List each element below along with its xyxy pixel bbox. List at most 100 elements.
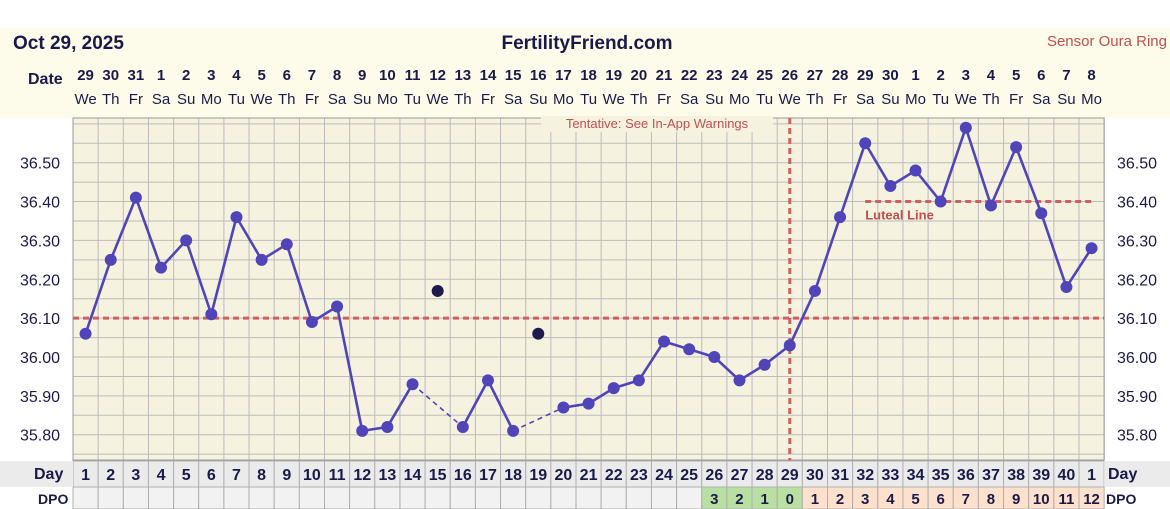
y-tick-label: 36.30	[20, 233, 60, 250]
day-cell	[97, 460, 124, 488]
cycle-day-label: 7	[232, 467, 241, 484]
temperature-point	[255, 253, 268, 266]
cycle-day-label: 12	[353, 467, 371, 484]
temperature-segment	[512, 406, 564, 432]
day-cell	[449, 460, 476, 488]
cycle-day-label: 40	[1058, 467, 1076, 484]
temperature-segment	[838, 142, 867, 218]
date-label: 12	[429, 67, 446, 84]
cycle-day-label: 29	[781, 467, 799, 484]
day-cell	[600, 460, 627, 488]
date-label: 29	[77, 67, 94, 84]
date-row-label: Date	[28, 71, 63, 88]
dpo-cell	[500, 486, 527, 509]
weekday-label: Fr	[129, 91, 143, 108]
day-cell	[399, 460, 426, 488]
temperature-segment	[989, 146, 1018, 206]
day-cell	[198, 460, 225, 488]
dpo-label: 7	[962, 491, 970, 508]
temperature-point	[934, 195, 947, 208]
date-label: 11	[405, 67, 421, 84]
temperature-segment	[235, 216, 263, 261]
weekday-label: Sa	[328, 91, 347, 108]
dpo-label: 0	[786, 491, 794, 508]
date-label: 22	[681, 67, 698, 84]
dpo-label: 3	[710, 491, 718, 508]
header-background	[0, 28, 1170, 118]
temperature-segment	[486, 379, 515, 432]
y-axis-left: 36.50 36.40 36.30 36.20 36.10 36.00 35.90 35.80	[20, 156, 60, 445]
temperature-segment	[1065, 247, 1093, 288]
cycle-day-label: 27	[731, 467, 749, 484]
weekday-label: Mo	[201, 91, 222, 108]
dpo-cell	[575, 486, 602, 509]
dpo-cell	[474, 486, 502, 509]
temperature-point	[129, 191, 142, 204]
date-label: 21	[656, 67, 673, 84]
cycle-day-label: 34	[907, 467, 925, 484]
day-cell	[147, 460, 175, 488]
date-label: 9	[358, 67, 366, 84]
y-tick-label-right: 36.40	[1117, 195, 1157, 212]
dpo-label: 2	[735, 491, 743, 508]
dpo-cell	[625, 486, 652, 509]
excluded-point	[431, 284, 444, 297]
date-row: 29 30 31 1 2 3 4 5 6 7 8 9 10 11 12 13 14 15 16 17 18 19 20 21 2…	[77, 67, 1096, 84]
date-label: 7	[1062, 67, 1070, 84]
dpo-row-label: DPO	[38, 491, 68, 507]
date-label: 4	[232, 67, 241, 84]
date-label: 6	[1037, 67, 1045, 84]
y-tick-label: 35.90	[20, 389, 60, 406]
temperature-point	[708, 351, 721, 364]
temperature-point	[683, 343, 696, 356]
weekday-label: Mo	[553, 91, 574, 108]
date-label: 5	[1012, 67, 1020, 84]
day-cell	[298, 460, 326, 488]
temperature-point	[758, 358, 771, 371]
tentative-warning: Tentative: See In-App Warnings	[566, 116, 749, 131]
weekday-label: Su	[881, 91, 899, 108]
weekday-label: Sa	[504, 91, 523, 108]
cycle-day-label: 5	[182, 467, 191, 484]
cycle-day-label: 39	[1032, 467, 1050, 484]
weekday-label: Tu	[932, 91, 949, 108]
temperature-segment	[964, 127, 993, 206]
cycle-day-label: 30	[806, 467, 824, 484]
date-label: 13	[454, 67, 471, 84]
temperature-point	[507, 424, 520, 437]
y-tick-label: 36.50	[20, 156, 60, 173]
temperature-point	[104, 253, 117, 266]
date-label: 25	[756, 67, 773, 84]
date-label: 26	[781, 67, 798, 84]
dpo-cell	[298, 486, 326, 509]
weekday-label: We	[955, 91, 977, 108]
dpo-cell	[248, 486, 275, 509]
sensor-label: Sensor Oura Ring	[1047, 33, 1167, 50]
dpo-label: 1	[811, 491, 819, 508]
temperature-point	[959, 121, 972, 134]
date-label: 5	[257, 67, 265, 84]
temperature-segment	[788, 290, 817, 346]
y-tick-label: 36.00	[20, 350, 60, 367]
temperature-point	[984, 199, 997, 212]
temperature-point	[1035, 207, 1048, 220]
y-tick-label-right: 36.00	[1117, 350, 1157, 367]
cycle-day-label: 17	[479, 467, 497, 484]
cycle-day-label: 11	[329, 467, 346, 484]
dpo-cell	[147, 486, 175, 509]
temperature-point	[155, 261, 168, 274]
temperature-point	[1010, 141, 1023, 154]
temperature-point	[79, 327, 92, 340]
dpo-label: 11	[1058, 491, 1074, 508]
date-label: 19	[605, 67, 622, 84]
dpo-cell	[374, 486, 401, 509]
cycle-day-label: 20	[555, 467, 573, 484]
cycle-day-label: 32	[856, 467, 874, 484]
dpo-cell	[449, 486, 476, 509]
cycle-day-label: 19	[529, 467, 547, 484]
weekday-label: Su	[529, 91, 547, 108]
cycle-day-label: 23	[630, 467, 648, 484]
temperature-point	[331, 300, 344, 313]
